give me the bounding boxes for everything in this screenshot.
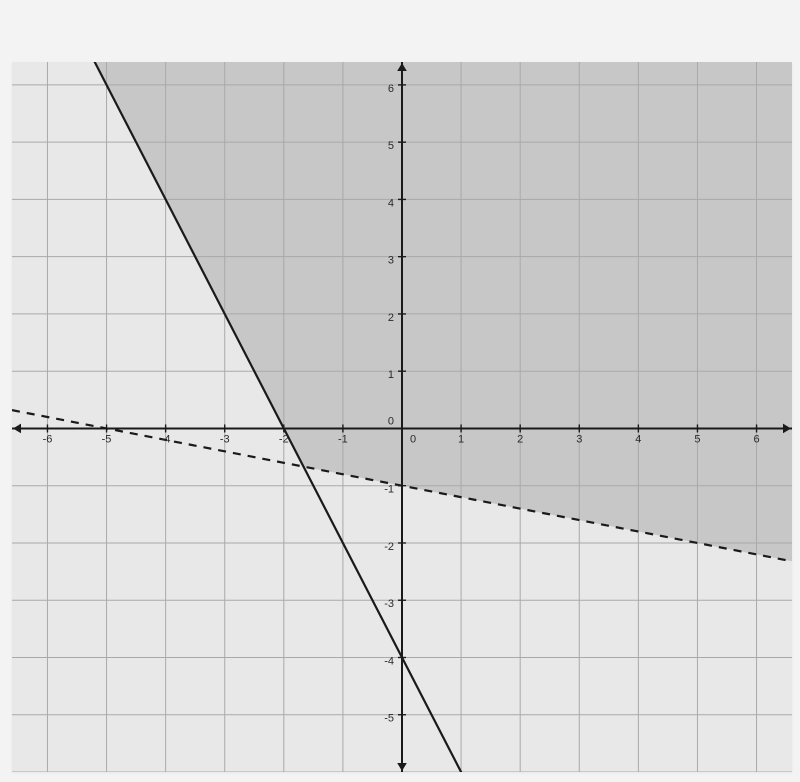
y-tick-label: 5 — [388, 140, 394, 152]
x-tick-label: -2 — [279, 434, 289, 446]
y-tick-label: -2 — [384, 541, 394, 553]
y-tick-label: -3 — [384, 598, 394, 610]
x-tick-label: -6 — [43, 434, 53, 446]
x-tick-label: 4 — [635, 434, 641, 446]
x-tick-label: -3 — [220, 434, 230, 446]
y-tick-label: -4 — [384, 655, 394, 667]
y-tick-label: 6 — [388, 83, 394, 95]
x-tick-label: 6 — [753, 434, 759, 446]
x-tick-label: 3 — [576, 434, 582, 446]
y-tick-label: 4 — [388, 197, 394, 209]
x-tick-label: 1 — [458, 434, 464, 446]
y-tick-label: -1 — [384, 484, 394, 496]
svg-text:0: 0 — [388, 415, 394, 427]
page-root: -6 -5 -4 -3 -2 -1 1 2 3 4 5 6 0 0 1 2 3 4 5 6 -1 -2 -3 -4 -5 — [0, 0, 800, 782]
x-tick-label: -5 — [102, 434, 112, 446]
y-tick-label: 1 — [388, 369, 394, 381]
origin-label: 0 — [410, 434, 416, 446]
inequality-graph: -6 -5 -4 -3 -2 -1 1 2 3 4 5 6 0 0 1 2 3 4 5 6 -1 -2 -3 -4 -5 — [12, 62, 792, 772]
y-tick-label: 2 — [388, 312, 394, 324]
x-tick-label: 5 — [694, 434, 700, 446]
x-tick-label: 2 — [517, 434, 523, 446]
graph-canvas: -6 -5 -4 -3 -2 -1 1 2 3 4 5 6 0 0 1 2 3 4 5 6 -1 -2 -3 -4 -5 — [12, 62, 792, 772]
x-tick-label: -4 — [161, 434, 171, 446]
y-tick-label: -5 — [384, 713, 394, 725]
x-tick-label: -1 — [338, 434, 348, 446]
y-tick-label: 3 — [388, 255, 394, 267]
